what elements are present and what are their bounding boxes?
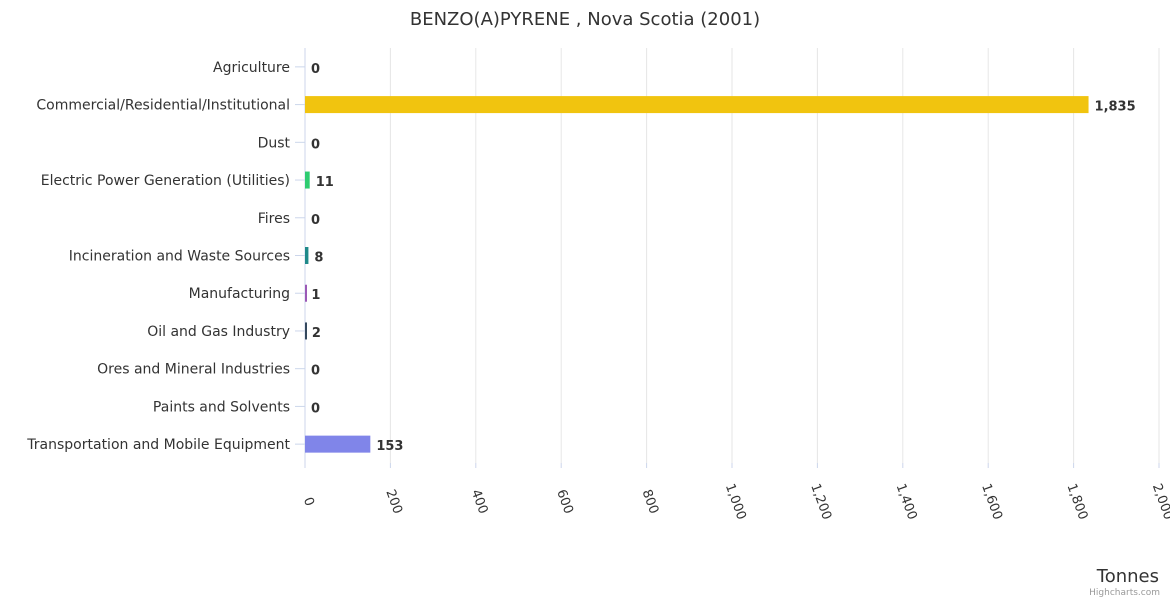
data-label: 153 — [376, 439, 403, 454]
bar — [305, 284, 307, 302]
bar — [305, 322, 307, 340]
x-tick-label: 2,000 — [1149, 482, 1170, 522]
x-tick-label: 1,800 — [1063, 482, 1090, 522]
category-label: Agriculture — [213, 60, 290, 76]
x-tick-label: 800 — [639, 488, 662, 516]
data-label: 0 — [311, 137, 320, 152]
data-label: 0 — [311, 364, 320, 379]
data-label: 1,835 — [1095, 100, 1136, 115]
credit-link[interactable]: Highcharts.com — [1089, 588, 1160, 598]
x-tick-label: 600 — [553, 488, 576, 516]
category-label: Commercial/Residential/Institutional — [36, 98, 290, 114]
category-label: Incineration and Waste Sources — [69, 249, 290, 265]
data-label: 0 — [311, 401, 320, 416]
x-tick-label: 1,400 — [893, 482, 920, 522]
x-tick-label: 0 — [300, 495, 317, 508]
category-label: Dust — [258, 135, 291, 151]
data-label: 8 — [314, 251, 323, 266]
x-tick-label: 1,200 — [807, 482, 834, 522]
bar — [305, 96, 1089, 114]
chart-title: BENZO(A)PYRENE , Nova Scotia (2001) — [410, 9, 760, 30]
x-axis-title: Tonnes — [1096, 566, 1159, 587]
category-label: Manufacturing — [189, 286, 290, 302]
category-label: Electric Power Generation (Utilities) — [41, 173, 290, 189]
bar — [305, 171, 310, 189]
data-label: 0 — [311, 213, 320, 228]
category-label: Paints and Solvents — [153, 399, 290, 415]
category-label: Fires — [258, 211, 290, 227]
bar — [305, 435, 371, 453]
x-tick-label: 1,600 — [978, 482, 1005, 522]
x-tick-label: 400 — [468, 488, 491, 516]
data-label: 0 — [311, 62, 320, 77]
x-tick-label: 200 — [382, 488, 405, 516]
x-tick-label: 1,000 — [722, 482, 749, 522]
category-label: Transportation and Mobile Equipment — [26, 437, 290, 453]
data-label: 11 — [316, 175, 334, 190]
category-label: Oil and Gas Industry — [147, 324, 290, 340]
data-label: 2 — [312, 326, 321, 341]
bar — [305, 247, 309, 264]
category-label: Ores and Mineral Industries — [97, 362, 290, 378]
data-label: 1 — [311, 288, 320, 303]
